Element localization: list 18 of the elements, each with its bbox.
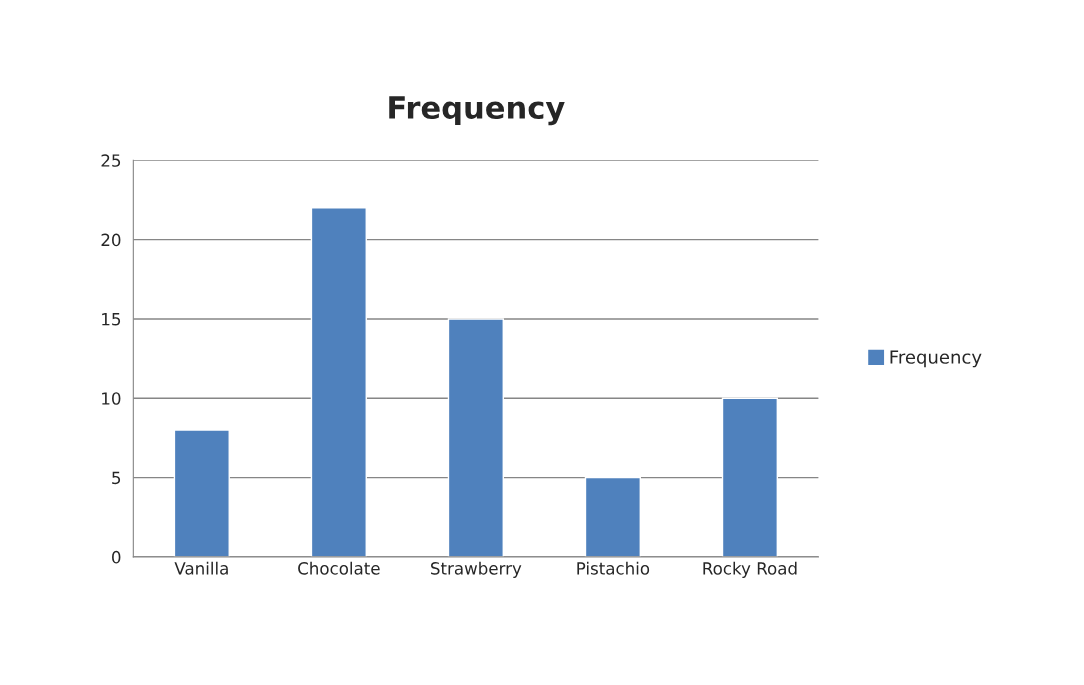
- bar: [447, 318, 504, 557]
- y-tick-label: 10: [102, 392, 121, 405]
- y-tick-label: 15: [102, 313, 121, 326]
- x-tick-label: Chocolate: [298, 561, 380, 575]
- y-tick-label: 25: [101, 154, 121, 167]
- bar: [584, 476, 641, 557]
- chart-title: Frequency: [389, 96, 565, 126]
- y-tick-label: 20: [101, 233, 121, 247]
- x-tick-label: Vanilla: [174, 561, 228, 575]
- bar: [721, 397, 779, 557]
- x-tick-label: Rocky Road: [703, 561, 797, 578]
- x-tick-label: Strawberry: [431, 561, 522, 578]
- y-tick-label: 0: [112, 550, 121, 564]
- x-tick-label: Pistachio: [577, 561, 650, 575]
- y-tick-label: 5: [112, 471, 121, 485]
- legend-label: Frequency: [890, 350, 982, 368]
- bar: [173, 429, 230, 557]
- bar: [310, 207, 367, 557]
